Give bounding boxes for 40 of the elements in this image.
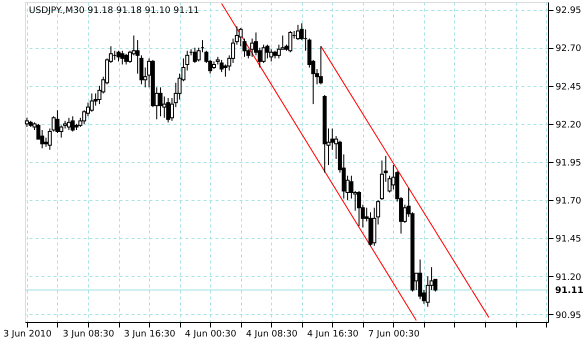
- candlestick: [418, 259, 422, 300]
- ref-line-label: 91.11: [555, 286, 584, 296]
- candlestick: [70, 116, 75, 132]
- candlestick: [158, 86, 163, 117]
- candlestick: [250, 38, 254, 58]
- candlestick: [276, 44, 281, 59]
- candlestick: [288, 30, 292, 53]
- x-tick-label: 4 Jun 08:30: [246, 330, 298, 340]
- candlestick: [124, 53, 128, 65]
- candlestick: [116, 50, 121, 62]
- chart-title: USDJPY.,M30 91.18 91.18 91.10 91.11: [28, 6, 200, 16]
- candlestick: [265, 44, 270, 59]
- y-tick-label: 92.95: [556, 6, 582, 16]
- y-tick-label: 91.70: [556, 196, 582, 207]
- x-tick-label: 3 Jun 08:30: [62, 330, 114, 340]
- x-tick-label: 4 Jun 16:30: [307, 330, 359, 340]
- candlestick: [269, 48, 274, 62]
- candlestick: [262, 44, 266, 64]
- candlestick: [55, 110, 60, 134]
- x-tick-label: 7 Jun 00:30: [368, 330, 420, 340]
- y-tick-label: 91.95: [556, 158, 582, 168]
- candlestick: [296, 24, 300, 41]
- y-tick-label: 91.45: [556, 234, 582, 245]
- candlestick: [120, 50, 124, 65]
- x-tick-label: 4 Jun 00:30: [184, 330, 237, 340]
- candlestick: [66, 117, 71, 130]
- candlestick: [166, 98, 170, 123]
- candlestick: [24, 117, 29, 128]
- candlestick: [192, 47, 197, 64]
- x-tick-label: 3 Jun 2010: [3, 330, 52, 340]
- x-tick-label: 3 Jun 16:30: [124, 330, 176, 340]
- candlestick: [318, 46, 323, 85]
- y-tick-label: 92.45: [556, 82, 582, 92]
- y-tick-label: 92.20: [556, 120, 582, 130]
- y-tick-label: 90.95: [556, 310, 582, 321]
- candlestick: [357, 190, 362, 226]
- y-tick-label: 92.70: [556, 44, 582, 54]
- y-tick-label: 91.20: [556, 272, 582, 283]
- candlestick: [220, 59, 224, 73]
- candlestick: [90, 92, 94, 112]
